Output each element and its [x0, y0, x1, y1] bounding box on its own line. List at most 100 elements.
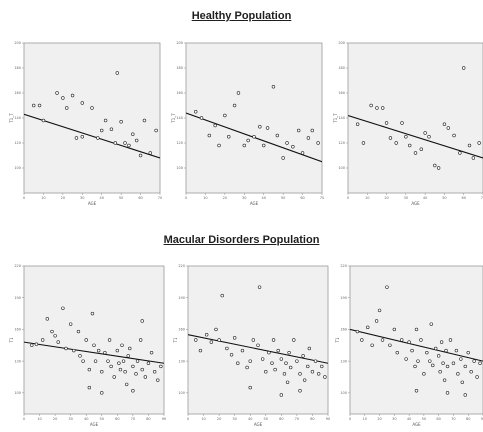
y-tick-label: 130 [340, 359, 347, 363]
data-point [306, 136, 311, 140]
data-point [93, 359, 98, 363]
data-point [445, 364, 450, 369]
x-tick-label: 10 [41, 196, 45, 200]
data-point [204, 333, 209, 337]
data-point [109, 364, 113, 369]
data-point [400, 121, 404, 125]
data-point [223, 113, 227, 118]
data-point [236, 361, 240, 365]
x-tick-label: 30 [242, 196, 246, 200]
data-point [377, 308, 382, 313]
data-point [252, 135, 256, 139]
x-tick-label: 20 [53, 417, 57, 421]
data-point [458, 151, 462, 155]
data-point [310, 370, 315, 374]
data-point [257, 285, 262, 289]
data-point [291, 145, 295, 149]
data-point [242, 143, 246, 148]
data-point [138, 338, 143, 342]
data-point [84, 338, 88, 342]
data-point [37, 103, 42, 108]
data-point [159, 364, 163, 369]
y-axis-label: T1 [173, 337, 178, 343]
x-tick-label: 70 [481, 196, 483, 200]
data-point [369, 103, 373, 108]
data-point [394, 141, 398, 145]
x-tick-label: 50 [119, 196, 123, 200]
data-point [271, 85, 276, 89]
data-point [236, 91, 241, 95]
data-point [469, 370, 473, 374]
x-tick-label: 80 [146, 417, 150, 421]
data-point [134, 138, 139, 143]
x-tick-label: 10 [363, 417, 367, 421]
data-point [131, 364, 135, 369]
x-tick-label: 90 [326, 417, 330, 421]
x-tick-label: 50 [281, 196, 285, 200]
y-tick-label: 100 [338, 166, 345, 170]
data-point [124, 382, 129, 387]
data-point [55, 91, 59, 95]
x-tick-label: 20 [223, 196, 227, 200]
data-point [475, 375, 479, 379]
y-tick-label: 160 [176, 91, 183, 95]
y-tick-label: 120 [14, 141, 21, 145]
data-point [454, 348, 459, 353]
data-point [306, 364, 310, 369]
y-tick-label: 140 [14, 116, 21, 120]
data-point [140, 319, 144, 323]
x-axis-label: AGE [88, 201, 97, 206]
data-point [414, 389, 419, 393]
x-tick-label: 60 [115, 417, 119, 421]
data-point [142, 118, 147, 123]
data-point [227, 135, 231, 139]
data-point [288, 365, 293, 370]
data-point [229, 353, 234, 357]
data-point [103, 350, 107, 355]
data-point [395, 350, 399, 355]
data-point [214, 327, 218, 332]
data-point [72, 348, 76, 353]
data-point [439, 340, 444, 344]
data-point [262, 143, 266, 148]
y-axis-label: T1 [9, 337, 14, 343]
data-point [146, 361, 151, 365]
x-tick-label: 40 [99, 196, 103, 200]
data-point [152, 370, 157, 374]
x-axis-label: AGE [254, 422, 263, 427]
data-point [442, 378, 447, 382]
x-tick-label: 0 [347, 196, 349, 200]
data-point [87, 385, 92, 390]
data-point [138, 153, 143, 158]
healthy-population-title: Healthy Population [191, 10, 292, 22]
y-tick-label: 140 [338, 116, 345, 120]
data-point [123, 141, 127, 145]
x-axis-label: AGE [412, 422, 421, 427]
y-tick-label: 160 [338, 91, 345, 95]
data-point [143, 375, 148, 379]
y-tick-label: 130 [178, 359, 185, 363]
x-tick-label: 80 [466, 417, 470, 421]
data-point [65, 106, 69, 110]
data-point [413, 364, 417, 369]
data-point [355, 329, 360, 334]
data-point [478, 361, 482, 365]
data-point [467, 143, 472, 148]
x-tick-label: 10 [365, 196, 369, 200]
x-tick-label: 90 [162, 417, 166, 421]
regression-line [24, 113, 160, 159]
data-point [128, 346, 132, 351]
data-point [61, 306, 65, 310]
data-point [217, 338, 221, 342]
data-point [140, 367, 144, 372]
x-tick-label: 50 [100, 417, 104, 421]
data-point [423, 131, 427, 135]
data-point [123, 370, 127, 374]
x-tick-label: 60 [138, 196, 142, 200]
data-point [360, 338, 364, 342]
data-point [385, 285, 389, 289]
data-point [100, 370, 104, 374]
data-point [199, 116, 204, 120]
data-point [279, 393, 284, 397]
data-point [281, 156, 285, 160]
